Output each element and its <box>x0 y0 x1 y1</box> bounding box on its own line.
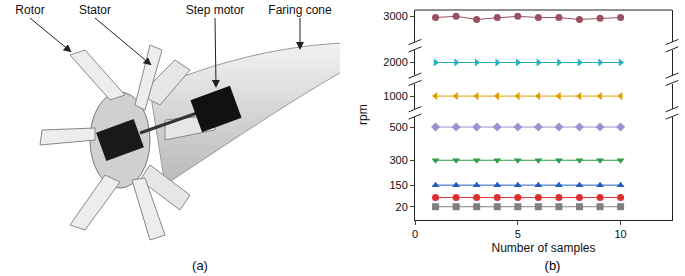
svg-text:10: 10 <box>614 228 626 240</box>
svg-text:Step motor: Step motor <box>186 3 245 17</box>
svg-text:20: 20 <box>396 201 408 213</box>
svg-text:0: 0 <box>412 228 418 240</box>
svg-text:(a): (a) <box>192 258 208 273</box>
svg-text:Stator: Stator <box>79 3 111 17</box>
svg-text:5: 5 <box>515 228 521 240</box>
svg-text:Number of samples: Number of samples <box>491 241 595 255</box>
svg-text:Faring cone: Faring cone <box>268 3 332 17</box>
svg-text:rpm: rpm <box>356 104 370 125</box>
svg-text:2000: 2000 <box>383 56 407 68</box>
svg-text:3000: 3000 <box>383 10 407 22</box>
svg-text:150: 150 <box>389 179 407 191</box>
svg-text:Rotor: Rotor <box>15 3 44 17</box>
svg-text:300: 300 <box>389 154 407 166</box>
svg-text:500: 500 <box>389 121 407 133</box>
svg-text:1000: 1000 <box>383 90 407 102</box>
html-text:(b): (b) <box>544 258 561 273</box>
